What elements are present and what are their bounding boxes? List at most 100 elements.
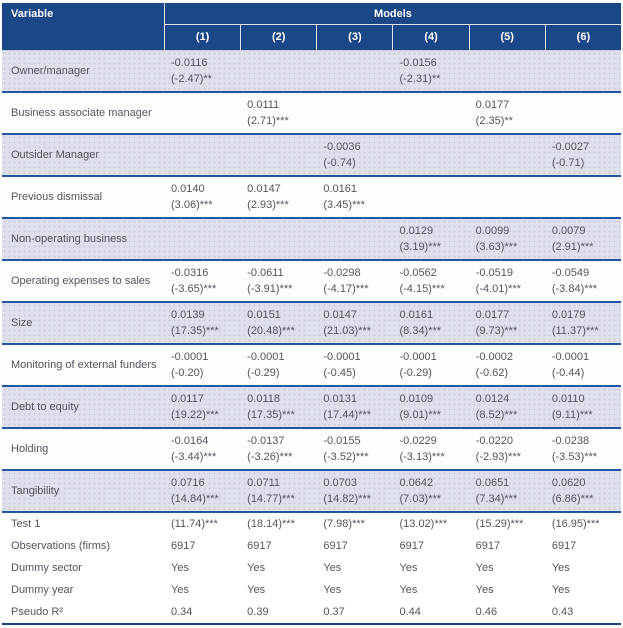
summary-value: Yes (323, 562, 342, 574)
model-cell: 0.0140 (3.06)*** (164, 177, 240, 217)
summary-value: Yes (171, 562, 189, 574)
model-cell: 0.0079 (2.91)*** (545, 219, 621, 259)
model-cell: -0.0562 (-4.15)*** (392, 261, 468, 301)
table-row: Size 0.0139 (17.35)*** 0.0151 (20.48)***… (2, 303, 621, 345)
model-cell: 0.0716 (14.84)*** (164, 471, 240, 511)
model-cell: -0.0001 (-0.29) (240, 345, 316, 385)
model-cell: -0.0155 (-3.52)*** (316, 429, 392, 469)
tstat-value: (-3.26)*** (247, 451, 293, 463)
model-column-header-6: (6) (544, 25, 621, 50)
tstat-value: (19.22)*** (171, 409, 219, 421)
model-cell: -0.0220 (-2.93)*** (469, 429, 545, 469)
coefficient-value: 0.0147 (323, 309, 357, 321)
model-cell (316, 93, 392, 133)
coefficient-value: 0.0179 (551, 309, 586, 321)
tstat-value: (-0.74) (323, 157, 356, 169)
model-column-header-3: (3) (316, 25, 392, 50)
summary-value: 0.39 (247, 606, 269, 618)
model-column-header-4: (4) (392, 25, 468, 50)
summary-value: (18.14)*** (247, 518, 295, 530)
model-cell: 0.0139 (17.35)*** (164, 303, 240, 343)
model-cell (164, 219, 240, 259)
coefficient-value: 0.0118 (247, 393, 280, 405)
variable-label: Debt to equity (11, 401, 79, 413)
variable-label: Holding (11, 443, 49, 455)
summary-label: Pseudo R² (11, 606, 63, 618)
coefficient-value: -0.0137 (247, 435, 285, 447)
tstat-value: (8.52)*** (475, 409, 518, 421)
summary-label: Dummy year (11, 584, 74, 596)
coefficient-value: 0.0124 (475, 393, 510, 405)
tstat-value: (3.06)*** (171, 199, 213, 211)
summary-value: 0.43 (551, 606, 574, 618)
coefficient-value: 0.0177 (475, 309, 510, 321)
tstat-value: (17.44)*** (323, 409, 372, 421)
table-row: Tangibility 0.0716 (14.84)*** 0.0711 (14… (2, 471, 621, 513)
model-cell: -0.0519 (-4.01)*** (469, 261, 545, 301)
tstat-value: (-0.62) (475, 367, 509, 379)
model-cell (545, 177, 621, 217)
tstat-value: (-0.29) (399, 367, 432, 379)
summary-row: Dummy sector Yes Yes Yes Yes Yes Yes (2, 557, 621, 579)
variable-column-header: Variable (11, 8, 54, 20)
tstat-value: (-3.44)*** (171, 451, 217, 463)
summary-value: Yes (399, 584, 418, 596)
tstat-value: (-4.15)*** (399, 283, 445, 295)
tstat-value: (-3.53)*** (551, 451, 598, 463)
model-cell: -0.0164 (-3.44)*** (164, 429, 240, 469)
coefficient-value: 0.0131 (323, 393, 357, 405)
model-cell: 0.0118 (17.35)*** (240, 387, 316, 427)
coefficient-value: -0.0027 (551, 141, 590, 153)
coefficient-value: 0.0711 (247, 477, 280, 489)
model-cell: 0.0620 (6.86)*** (545, 471, 621, 511)
model-cell: 0.0703 (14.82)*** (316, 471, 392, 511)
coefficient-value: 0.0140 (171, 183, 205, 195)
coefficient-value: 0.0117 (171, 393, 204, 405)
model-cell: 0.0177 (2.35)** (469, 93, 545, 133)
tstat-value: (-3.52)*** (323, 451, 369, 463)
model-cell: 0.0711 (14.77)*** (240, 471, 316, 511)
model-cell: 0.0110 (9.11)*** (545, 387, 621, 427)
summary-value: Yes (171, 584, 189, 596)
model-cell: 0.0147 (2.93)*** (240, 177, 316, 217)
variable-label: Tangibility (11, 485, 60, 497)
model-cell: 0.0124 (8.52)*** (469, 387, 545, 427)
summary-value: Yes (247, 584, 266, 596)
table-body: Owner/manager -0.0116 (-2.47)** -0.0156 … (2, 51, 621, 513)
tstat-value: (9.01)*** (399, 409, 442, 421)
table-row: Owner/manager -0.0116 (-2.47)** -0.0156 … (2, 51, 621, 93)
model-cell: 0.0147 (21.03)*** (316, 303, 392, 343)
model-cell: 0.0099 (3.63)*** (469, 219, 545, 259)
coefficient-value: -0.0316 (171, 267, 209, 279)
model-cell (240, 135, 316, 175)
model-cell: -0.0001 (-0.29) (392, 345, 468, 385)
table-row: Debt to equity 0.0117 (19.22)*** 0.0118 … (2, 387, 621, 429)
model-cell (545, 51, 621, 91)
summary-row: Dummy year Yes Yes Yes Yes Yes Yes (2, 579, 621, 601)
model-cell: 0.0179 (11.37)*** (545, 303, 621, 343)
coefficient-value: 0.0147 (247, 183, 281, 195)
tstat-value: (-0.45) (323, 367, 356, 379)
table-row: Outsider Manager -0.0036 (-0.74) -0.0027… (2, 135, 621, 177)
model-cell (392, 177, 468, 217)
summary-value: 6917 (247, 540, 272, 552)
tstat-value: (2.71)*** (247, 115, 289, 127)
tstat-value: (3.63)*** (475, 241, 518, 253)
tstat-value: (-4.17)*** (323, 283, 369, 295)
summary-value: 0.44 (399, 606, 421, 618)
coefficient-value: -0.0116 (171, 57, 208, 69)
tstat-value: (20.48)*** (247, 325, 295, 337)
tstat-value: (17.35)*** (171, 325, 219, 337)
tstat-value: (21.03)*** (323, 325, 372, 337)
model-cell: -0.0238 (-3.53)*** (545, 429, 621, 469)
tstat-value: (2.35)** (475, 115, 513, 127)
model-cell: -0.0611 (-3.91)*** (240, 261, 316, 301)
variable-label: Size (11, 317, 33, 329)
model-cell: 0.0161 (3.45)*** (316, 177, 392, 217)
summary-value: (11.74)*** (171, 518, 218, 530)
coefficient-value: 0.0111 (247, 99, 280, 111)
summary-value: 6917 (551, 540, 577, 552)
model-cell: -0.0002 (-0.62) (469, 345, 545, 385)
coefficient-value: 0.0703 (323, 477, 357, 489)
model-cell (545, 93, 621, 133)
